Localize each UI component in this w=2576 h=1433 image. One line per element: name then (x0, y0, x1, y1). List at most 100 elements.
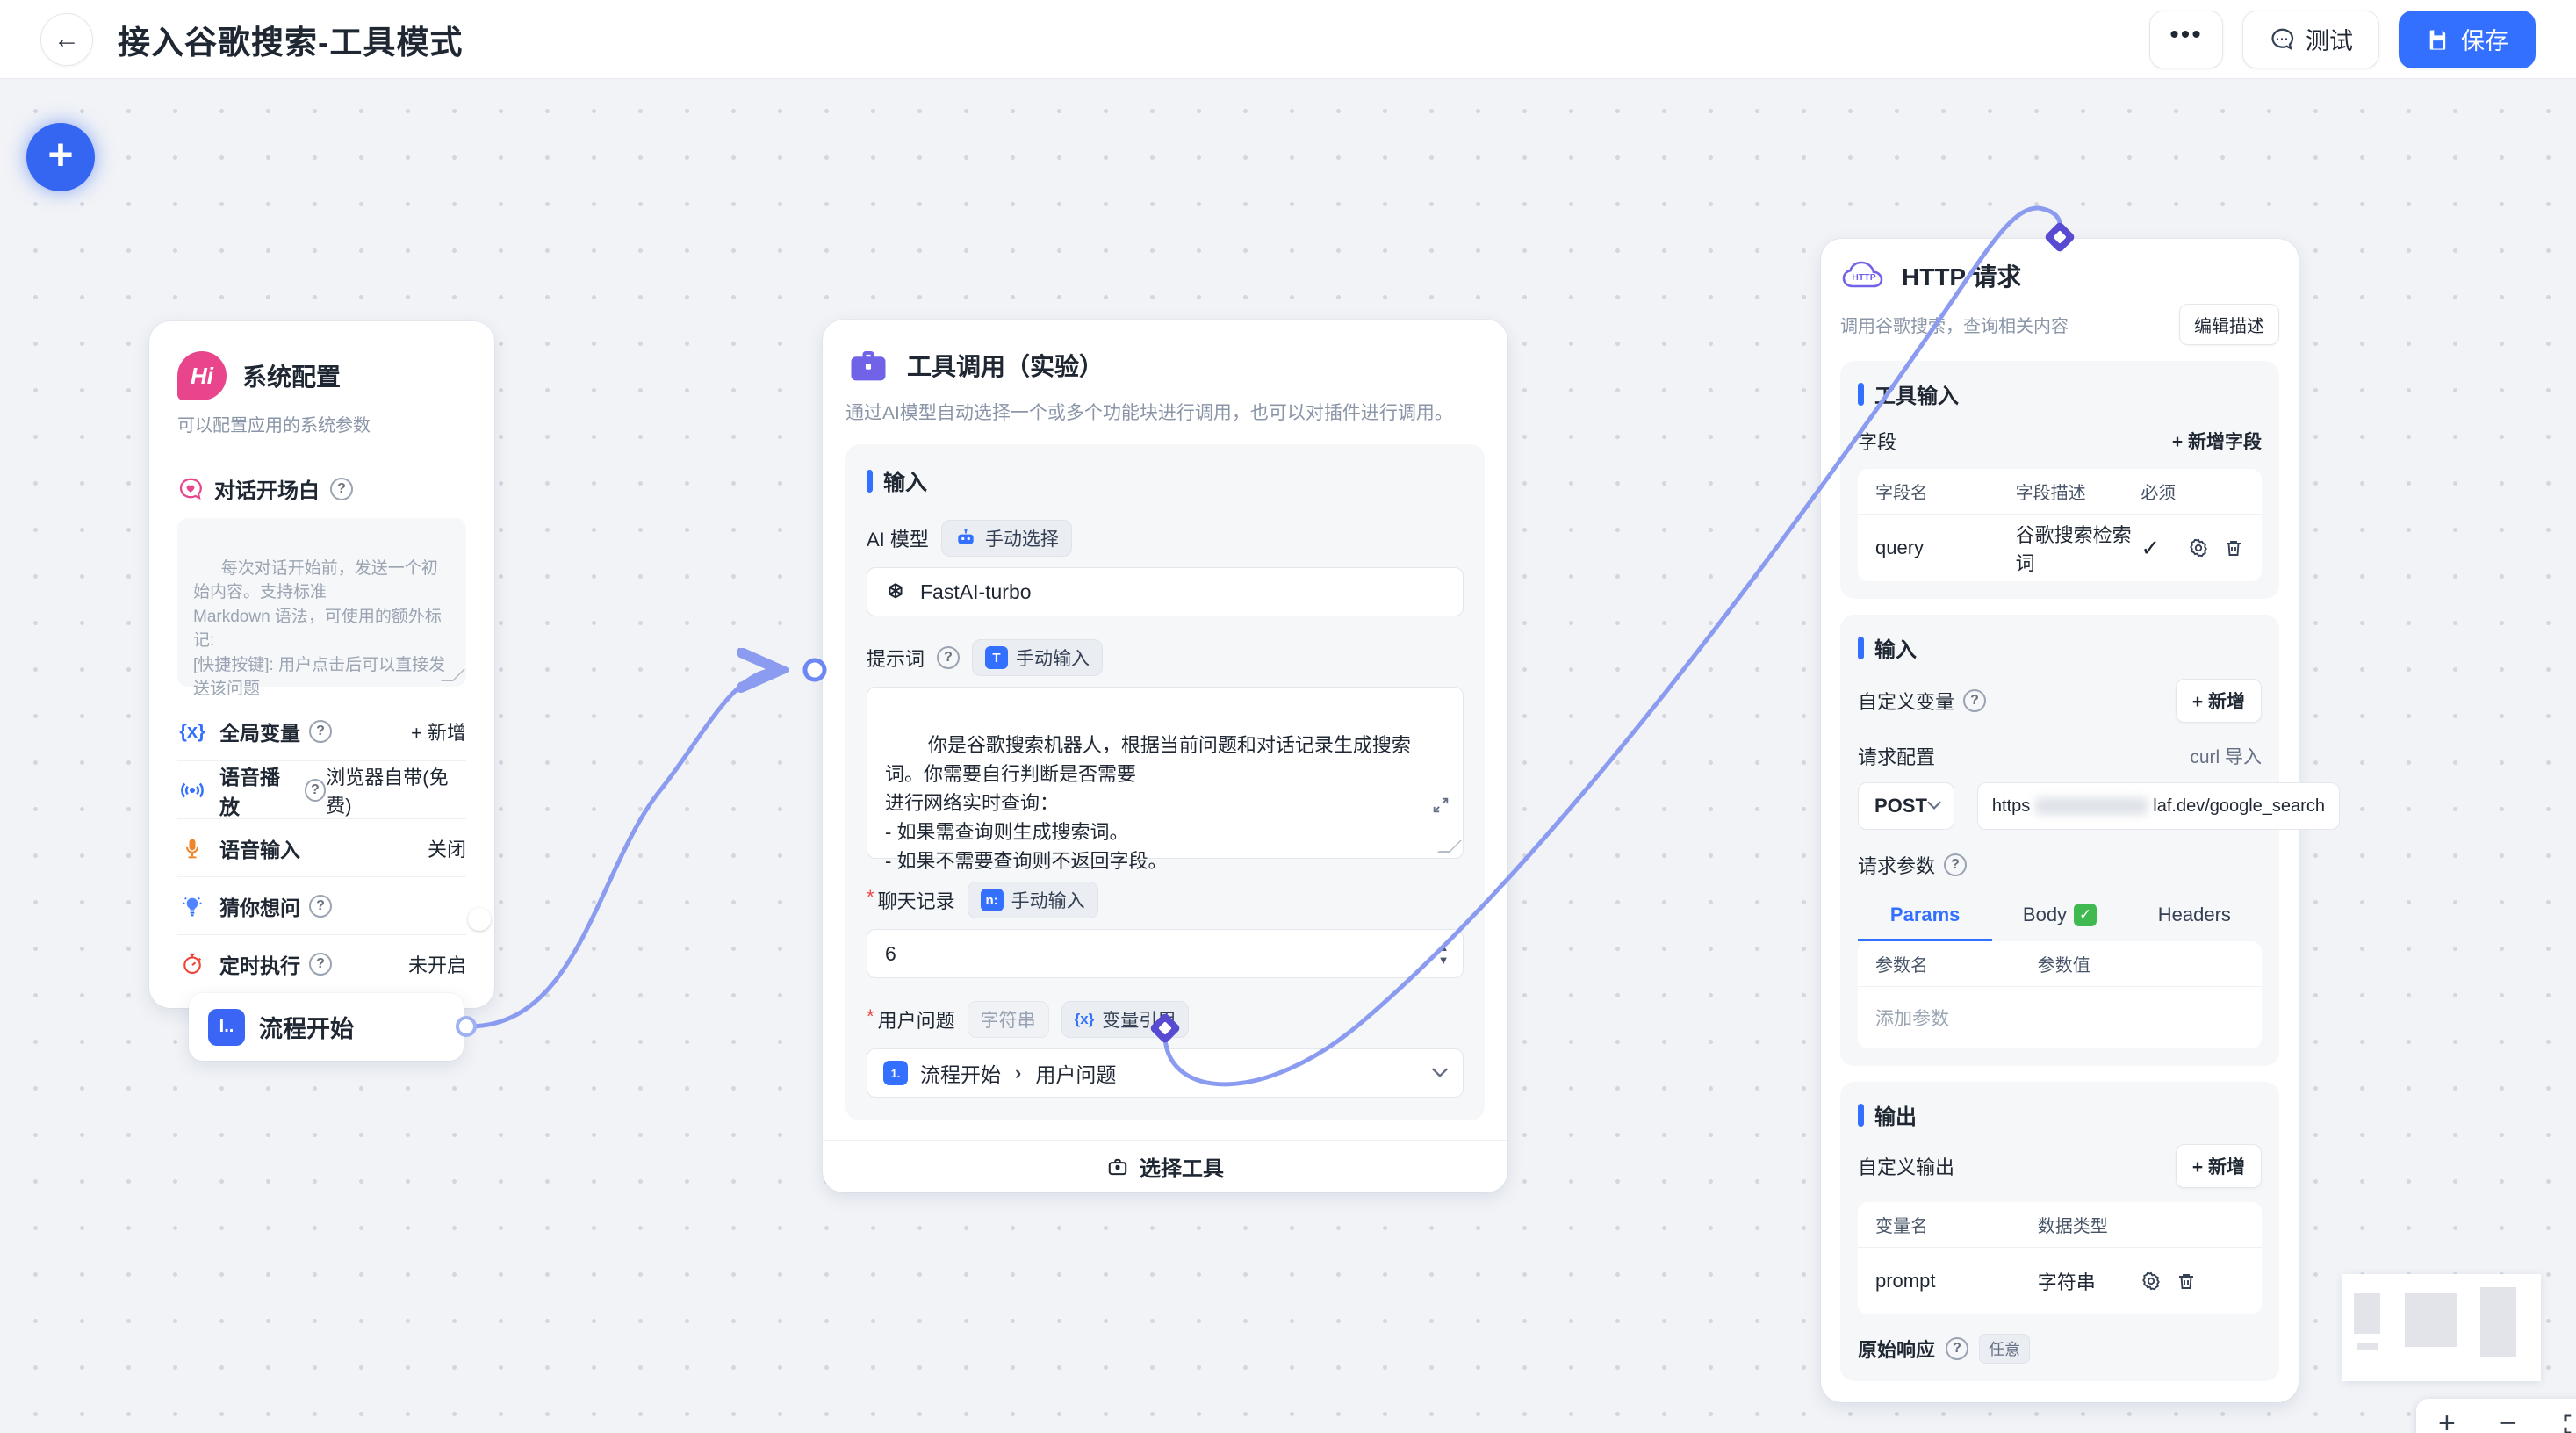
request-params-help-icon[interactable]: ? (1944, 853, 1968, 876)
prompt-mode-badge[interactable]: T 手动输入 (972, 639, 1104, 676)
ai-model-mode-badge[interactable]: 手动选择 (940, 520, 1072, 557)
row-voice-playback[interactable]: 语音播放? 浏览器自带(免费) (177, 760, 466, 818)
curl-import-button[interactable]: curl 导入 (2190, 747, 2262, 767)
custom-var-help-icon[interactable]: ? (1963, 689, 1987, 712)
edit-desc-button[interactable]: 编辑描述 (2179, 304, 2279, 345)
page-title: 接入谷歌搜索-工具模式 (118, 24, 464, 61)
zoom-in-button[interactable]: + (2438, 1407, 2456, 1433)
robot-icon (954, 527, 977, 550)
question-mode-badge[interactable]: {x} 变量引用 (1061, 1001, 1190, 1038)
sound-wave-icon (177, 777, 207, 803)
prompt-help-icon[interactable]: ? (937, 646, 961, 669)
tab-params[interactable]: Params (1858, 895, 1993, 941)
save-button[interactable]: 保存 (2399, 10, 2536, 68)
fullscreen-icon[interactable] (2561, 1411, 2576, 1433)
question-field-name: 用户问题 (1035, 1063, 1117, 1086)
badge-label: 变量引用 (1102, 1011, 1176, 1031)
add-node-button[interactable]: + (26, 123, 95, 191)
row-suggested-questions[interactable]: 猜你想问? (177, 876, 491, 934)
chevron-down-icon (1926, 796, 1941, 810)
table-row-prompt[interactable]: prompt 字符串 (1858, 1248, 2262, 1314)
trash-icon[interactable] (2176, 1271, 2197, 1292)
help-icon[interactable]: ? (309, 894, 332, 918)
redacted-url-segment (2035, 797, 2148, 815)
request-params-tabs: Params Body ✓ Headers (1858, 895, 2262, 941)
more-options-button[interactable]: ••• (2149, 10, 2223, 68)
expand-icon[interactable] (1382, 769, 1450, 849)
tool-call-node[interactable]: 工具调用（实验） 通过AI模型自动选择一个或多个功能块进行调用，也可以对插件进行… (823, 320, 1507, 1192)
save-label: 保存 (2461, 28, 2508, 54)
add-field-button[interactable]: + 新增字段 (2171, 432, 2262, 452)
add-custom-var-button[interactable]: + 新增 (2175, 679, 2262, 723)
flow-start-node[interactable]: I.. 流程开始 (189, 993, 464, 1061)
help-icon[interactable]: ? (309, 720, 332, 743)
zoom-out-button[interactable]: − (2500, 1407, 2517, 1433)
question-type-badge: 字符串 (967, 1001, 1049, 1038)
add-param-row[interactable]: 添加参数 (1858, 987, 2262, 1048)
chevron-down-icon (1431, 1061, 1449, 1078)
system-config-node[interactable]: Hi 系统配置 可以配置应用的系统参数 对话开场白 ? 每次对话开始前，发送一个… (149, 321, 494, 1008)
select-tools-button[interactable]: 选择工具 (823, 1140, 1507, 1192)
add-variable-action[interactable]: + 新增 (411, 722, 466, 744)
briefcase-outline-icon (1106, 1156, 1129, 1178)
select-tools-label: 选择工具 (1140, 1157, 1224, 1181)
chevron-right-icon: › (1015, 1062, 1022, 1084)
url-prefix: https (1991, 796, 2031, 816)
ai-model-select[interactable]: FastAI-turbo (867, 567, 1464, 616)
back-button[interactable]: ← (40, 12, 93, 66)
back-arrow-icon: ← (54, 24, 80, 54)
row-scheduled-run[interactable]: 定时执行? 未开启 (177, 934, 466, 992)
history-mode-badge[interactable]: n: 手动输入 (967, 882, 1098, 918)
history-label: *聊天记录 (867, 886, 955, 914)
col-data-type: 数据类型 (2037, 1217, 2108, 1236)
row-label: 全局变量 (219, 722, 300, 745)
table-row-query[interactable]: query 谷歌搜索检索词 ✓ (1858, 515, 2262, 581)
welcome-help-icon[interactable]: ? (330, 477, 353, 500)
gear-icon[interactable] (2141, 1271, 2162, 1292)
row-voice-input[interactable]: 语音输入 关闭 (177, 818, 466, 876)
trash-icon[interactable] (2223, 537, 2244, 558)
tool-call-desc: 通过AI模型自动选择一个或多个功能块进行调用，也可以对插件进行调用。 (845, 403, 1453, 423)
http-desc: 调用谷歌搜索，查询相关内容 (1840, 317, 2069, 336)
row-label: 语音输入 (219, 838, 300, 861)
required-asterisk: * (867, 886, 874, 908)
request-params-label: 请求参数 (1858, 855, 1936, 877)
url-input[interactable]: https laf.dev/google_search (1976, 782, 2340, 830)
add-custom-output-button[interactable]: + 新增 (2175, 1144, 2262, 1188)
stepper-down-icon[interactable]: ▼ (1437, 954, 1450, 967)
http-input-panel: 输入 自定义变量 ? + 新增 请求配置 curl 导入 POST https (1840, 615, 2340, 1066)
gear-icon[interactable] (2188, 537, 2209, 558)
help-icon[interactable]: ? (304, 778, 327, 802)
help-icon[interactable]: ? (309, 952, 332, 976)
http-method-select[interactable]: POST (1858, 782, 1954, 830)
system-config-subtitle: 可以配置应用的系统参数 (177, 416, 371, 436)
history-value: 6 (885, 941, 896, 965)
history-number-input[interactable]: 6 ▲ ▼ (867, 929, 1464, 978)
chat-bubble-icon (2269, 26, 2295, 53)
required-asterisk: * (867, 1005, 874, 1027)
stepper-up-icon[interactable]: ▲ (1437, 940, 1450, 954)
briefcase-icon (845, 342, 891, 388)
number-stepper[interactable]: ▲ ▼ (1424, 930, 1463, 977)
test-label: 测试 (2306, 28, 2353, 54)
welcome-textarea[interactable]: 每次对话开始前，发送一个初始内容。支持标准 Markdown 语法，可使用的额外… (177, 518, 466, 698)
tab-body[interactable]: Body ✓ (1992, 895, 2126, 941)
method-value: POST (1874, 795, 1927, 817)
http-tool-input-panel: 工具输入 字段 + 新增字段 字段名 字段描述 必须 query 谷歌搜索检索词… (1840, 361, 2279, 599)
question-label: * 用户问题 (867, 1005, 955, 1032)
minimap[interactable] (2342, 1274, 2541, 1381)
openai-icon (883, 580, 908, 604)
raw-response-help-icon[interactable]: ? (1946, 1337, 1969, 1360)
variable-ref-icon: {x} (1074, 1011, 1095, 1027)
flow-canvas[interactable]: + Hi 系统配置 可以配置应用的系统参数 对话开场白 ? (0, 79, 2576, 1433)
row-global-variables[interactable]: {x} 全局变量? + 新增 (177, 702, 466, 760)
row-label: 定时执行 (219, 954, 300, 977)
tool-input-section-header: 工具输入 (1858, 378, 2262, 409)
question-variable-select[interactable]: 1. 流程开始 › 用户问题 (867, 1048, 1464, 1098)
welcome-placeholder: 每次对话开始前，发送一个初始内容。支持标准 Markdown 语法，可使用的额外… (193, 558, 446, 699)
prompt-textarea[interactable]: 你是谷歌搜索机器人，根据当前问题和对话记录生成搜索词。你需要自行判断是否需要 进… (867, 687, 1464, 872)
tab-headers[interactable]: Headers (2157, 904, 2231, 925)
required-check-icon: ✓ (2141, 534, 2161, 561)
test-button[interactable]: 测试 (2242, 10, 2379, 68)
http-request-node[interactable]: HTTP HTTP 请求 调用谷歌搜索，查询相关内容 编辑描述 工具输入 字段 … (1821, 239, 2340, 1402)
